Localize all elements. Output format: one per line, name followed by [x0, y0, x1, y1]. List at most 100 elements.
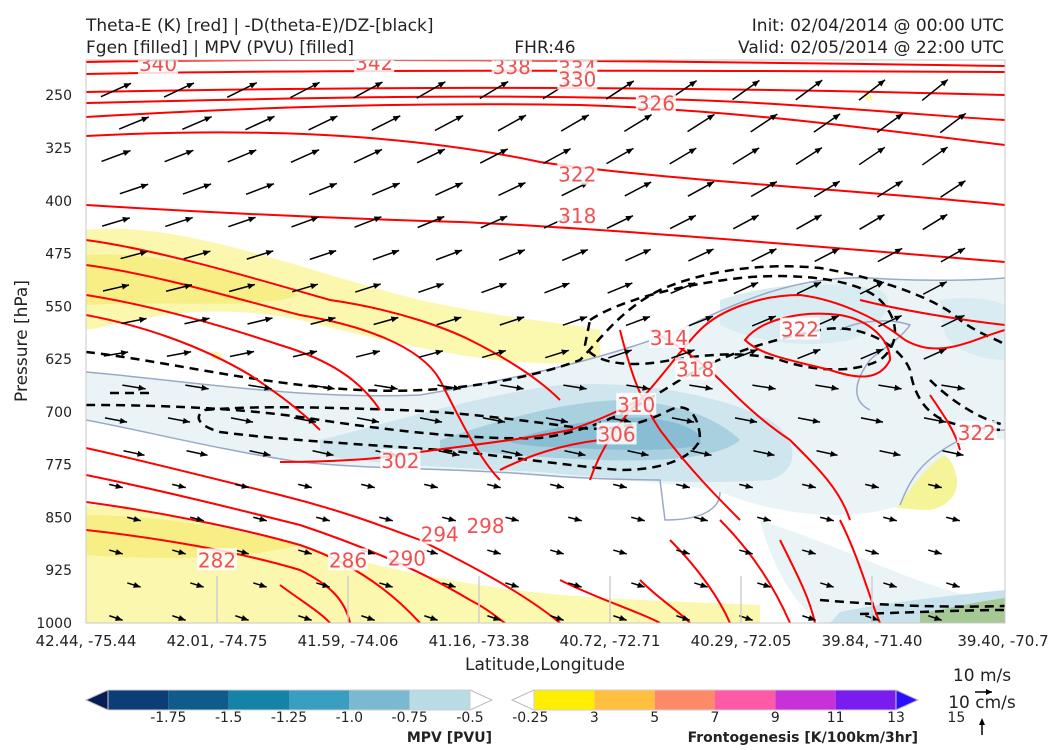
wind-vector-head: [938, 348, 947, 355]
colorbar-tick-label: 9: [771, 710, 780, 726]
theta-e-label: 306: [597, 422, 635, 446]
wind-vector-head: [624, 349, 632, 356]
wind-vector-head: [814, 147, 822, 154]
wind-vector-head: [940, 147, 948, 154]
wind-vector-head: [374, 82, 383, 89]
wind-vector-head: [751, 215, 759, 222]
wind-vector-head: [957, 180, 966, 188]
wind-vector-head: [813, 282, 822, 288]
wind-vector-head: [751, 80, 760, 87]
theta-e-label: 290: [388, 546, 426, 570]
wind-vector-head: [749, 349, 758, 355]
wind-vector-head: [390, 316, 399, 323]
wind-vector-head: [373, 283, 381, 289]
wind-vector-head: [511, 582, 519, 588]
colorbar-frame: [107, 689, 471, 711]
colorbar-segment: [289, 690, 350, 710]
wind-vector-head: [304, 615, 312, 621]
wind-vector-head: [196, 582, 204, 588]
colorbar-tick-label: 13: [887, 710, 905, 726]
wind-vector-head: [876, 214, 885, 221]
wind-vector-head: [894, 384, 902, 391]
wind-vector-head: [327, 384, 335, 391]
wind-vector-head: [374, 149, 383, 156]
y-tick-label: 550: [45, 299, 72, 315]
wind-vector-head: [500, 148, 508, 155]
wind-vector-head: [939, 281, 947, 288]
title-line1: Theta-E (K) [red] | -D(theta-E)/DZ-[blac…: [85, 16, 434, 36]
theta-e-label-bg: [491, 60, 532, 78]
wind-vector-head: [682, 549, 690, 555]
vector-key-vertical: 10 cm/s: [948, 693, 1016, 713]
wind-vector-head: [133, 516, 141, 522]
colorbar-tick-label: -0.75: [392, 710, 428, 726]
colorbar-tick-label: -1.25: [271, 710, 307, 726]
wind-vector-head: [812, 417, 821, 424]
plot-frame: [85, 59, 1006, 624]
theta-e-label-bg: [648, 325, 689, 348]
wind-vector-head: [122, 216, 130, 223]
y-axis: 250 325 400 475 550 625 700 775 850 925 1000: [36, 88, 72, 632]
wind-vector-head: [248, 216, 256, 223]
wind-vector-head: [249, 82, 257, 89]
wind-vector-head: [704, 450, 712, 457]
wind-vector-head: [493, 549, 501, 555]
wind-vector-head: [329, 183, 337, 189]
wind-vector-head: [201, 384, 209, 391]
x-tick-label: 40.72, -72.71: [560, 632, 661, 650]
y-tick-label: 250: [45, 88, 72, 104]
wind-vector-head: [183, 350, 192, 356]
wind-vector-head: [241, 549, 249, 555]
wind-vector-head: [185, 150, 194, 156]
wind-vector-head: [750, 282, 759, 289]
wind-vector-head: [390, 384, 398, 391]
x-tick-label: 39.40, -70.7: [957, 632, 1048, 650]
theta-e-label-bg: [635, 91, 676, 114]
wind-vector-head: [121, 283, 130, 290]
wind-vector-head: [437, 81, 446, 88]
wind-vector-head: [430, 483, 438, 489]
colorbar-segment: [228, 690, 289, 710]
wind-vector-head: [637, 516, 645, 522]
wind-vector-head: [498, 283, 507, 289]
wind-vector-head: [875, 417, 884, 424]
wind-vector-head: [682, 483, 690, 489]
wind-vector-head: [812, 349, 821, 355]
colorbar-segment: [349, 690, 410, 710]
wind-vector-head: [894, 248, 903, 255]
theta-e-label-bg: [380, 449, 421, 472]
wind-vector-head: [448, 516, 456, 522]
y-tick-label: 700: [45, 405, 72, 421]
theta-e-label-bg: [419, 522, 460, 545]
wind-vector-head: [200, 450, 208, 457]
colorbar-arrow-left: [84, 689, 109, 711]
wind-vector-head: [561, 349, 569, 356]
wind-vector-head: [308, 417, 317, 424]
theta-e-label-bg: [557, 162, 598, 185]
wind-vector-head: [952, 516, 960, 522]
wind-vector-head: [246, 349, 255, 356]
wind-vector-head: [448, 582, 456, 588]
wind-vector-head: [579, 316, 588, 322]
wind-vector-head: [326, 450, 334, 457]
wind-vector-head: [511, 516, 519, 522]
colorbar-tick-label: 5: [650, 710, 659, 726]
wind-vector-head: [120, 350, 129, 357]
theta-e-label-bg: [328, 548, 368, 571]
wind-vector-head: [768, 384, 776, 391]
y-tick-label: 400: [45, 194, 72, 210]
wind-vector-head: [434, 417, 443, 424]
wind-vector-head: [203, 183, 212, 190]
theta-e-label-bg: [354, 60, 395, 73]
wind-vector-head: [745, 483, 753, 489]
wind-vector-head: [751, 147, 760, 155]
wind-vector-head: [705, 249, 714, 255]
wind-vector-head: [264, 384, 272, 391]
wind-vector-head: [266, 183, 274, 189]
colorbar-tick-label: 11: [827, 710, 845, 726]
y-tick-label: 325: [45, 141, 72, 157]
colorbar-tick-label: 15: [947, 710, 965, 726]
wind-vector-head: [706, 181, 715, 188]
wind-vector-head: [574, 582, 582, 588]
theta-e-label-bg: [557, 67, 598, 90]
